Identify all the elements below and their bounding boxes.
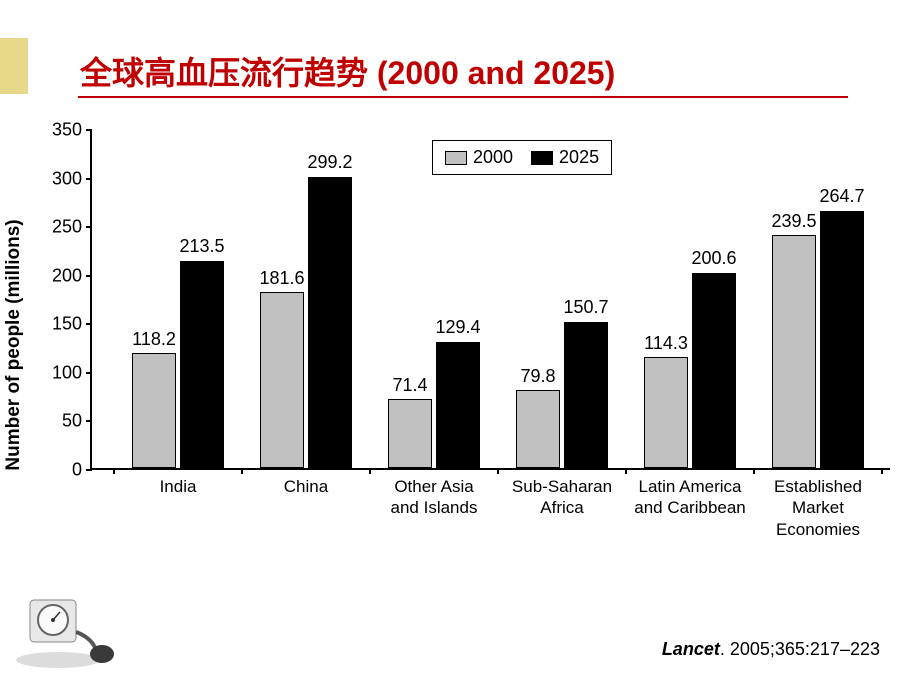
legend-swatch: [445, 151, 467, 165]
y-tick-label: 150: [52, 314, 92, 335]
citation: Lancet. 2005;365:217–223: [662, 639, 880, 660]
bar: 150.7: [564, 322, 608, 468]
bar-value-label: 79.8: [520, 366, 555, 391]
bar-value-label: 129.4: [435, 317, 480, 342]
y-tick-label: 100: [52, 362, 92, 383]
legend-label: 2000: [473, 147, 513, 167]
x-category-label: Other Asiaand Islands: [370, 468, 498, 519]
bar: 299.2: [308, 177, 352, 468]
y-tick-label: 200: [52, 265, 92, 286]
bar: 264.7: [820, 211, 864, 468]
bar: 213.5: [180, 261, 224, 468]
y-tick-label: 300: [52, 168, 92, 189]
legend-swatch: [531, 151, 553, 165]
bar: 129.4: [436, 342, 480, 468]
x-category-label: Sub-SaharanAfrica: [498, 468, 626, 519]
y-tick-label: 0: [72, 460, 92, 481]
citation-rest: . 2005;365:217–223: [720, 639, 880, 659]
bar-value-label: 213.5: [179, 236, 224, 261]
x-category-label: India: [114, 468, 242, 497]
citation-journal: Lancet: [662, 639, 720, 659]
y-tick-label: 350: [52, 120, 92, 141]
x-category-label: Latin Americaand Caribbean: [626, 468, 754, 519]
bar: 79.8: [516, 390, 560, 468]
bar: 71.4: [388, 399, 432, 468]
hypertension-chart: Number of people (millions) 20002025 050…: [20, 130, 900, 560]
bar: 181.6: [260, 292, 304, 468]
y-tick-label: 50: [62, 411, 92, 432]
bar-value-label: 264.7: [819, 186, 864, 211]
bar-value-label: 118.2: [132, 329, 176, 354]
bar-value-label: 299.2: [307, 152, 352, 177]
bar-value-label: 239.5: [771, 211, 816, 236]
legend-item: 2025: [531, 147, 599, 168]
title-rule: [78, 96, 848, 98]
bar: 200.6: [692, 273, 736, 468]
accent-bar: [0, 38, 28, 94]
bar-value-label: 71.4: [392, 375, 427, 400]
x-category-label: EstablishedMarketEconomies: [754, 468, 882, 540]
legend-item: 2000: [445, 147, 513, 168]
bar: 114.3: [644, 357, 688, 468]
bar-value-label: 150.7: [563, 297, 608, 322]
sphygmomanometer-icon: [10, 582, 120, 672]
bar: 118.2: [132, 353, 176, 468]
x-category-label: China: [242, 468, 370, 497]
bar-value-label: 181.6: [259, 268, 304, 293]
legend-label: 2025: [559, 147, 599, 167]
y-tick-label: 250: [52, 217, 92, 238]
bar-value-label: 114.3: [644, 333, 688, 358]
page-title: 全球高血压流行趋势 (2000 and 2025): [80, 48, 615, 94]
y-axis-label: Number of people (millions): [3, 219, 25, 470]
legend: 2000 2025: [432, 140, 612, 175]
bar-value-label: 200.6: [691, 248, 736, 273]
plot-area: 20002025 050100150200250300350118.2213.5…: [90, 130, 890, 470]
bar: 239.5: [772, 235, 816, 468]
